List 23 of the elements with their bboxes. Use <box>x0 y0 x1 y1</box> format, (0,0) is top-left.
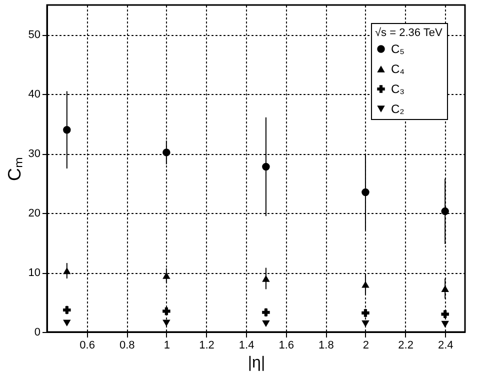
x-tick-label: 2 <box>362 340 370 352</box>
y-tick-label: 0 <box>34 326 40 338</box>
x-tick-label: 0.6 <box>80 340 95 352</box>
y-tick-label: 10 <box>28 267 40 280</box>
y-tick-label: 50 <box>28 29 40 42</box>
y-tick-label: 20 <box>28 208 40 220</box>
x-tick-label: 2.2 <box>398 340 414 352</box>
x-tick-label: 1.4 <box>238 340 254 352</box>
y-axis-title: Cₘ <box>4 157 24 181</box>
legend-label: C₃ <box>391 82 405 96</box>
legend-title: √s = 2.36 TeV <box>375 27 443 39</box>
x-tick-label: 1.2 <box>199 340 214 352</box>
legend-label: C₄ <box>391 62 405 76</box>
legend-label: C₂ <box>391 102 405 116</box>
x-axis-title: |η| <box>248 354 266 372</box>
x-tick-label: 1.8 <box>318 340 334 352</box>
x-tick-label: 1 <box>164 340 170 352</box>
y-tick-label: 40 <box>28 88 40 101</box>
x-tick-label: 0.8 <box>119 340 135 352</box>
y-tick-label: 30 <box>28 148 40 160</box>
x-tick-label: 2.4 <box>438 340 454 352</box>
x-tick-label: 1.6 <box>278 340 294 352</box>
legend-label: C₅ <box>391 42 405 56</box>
